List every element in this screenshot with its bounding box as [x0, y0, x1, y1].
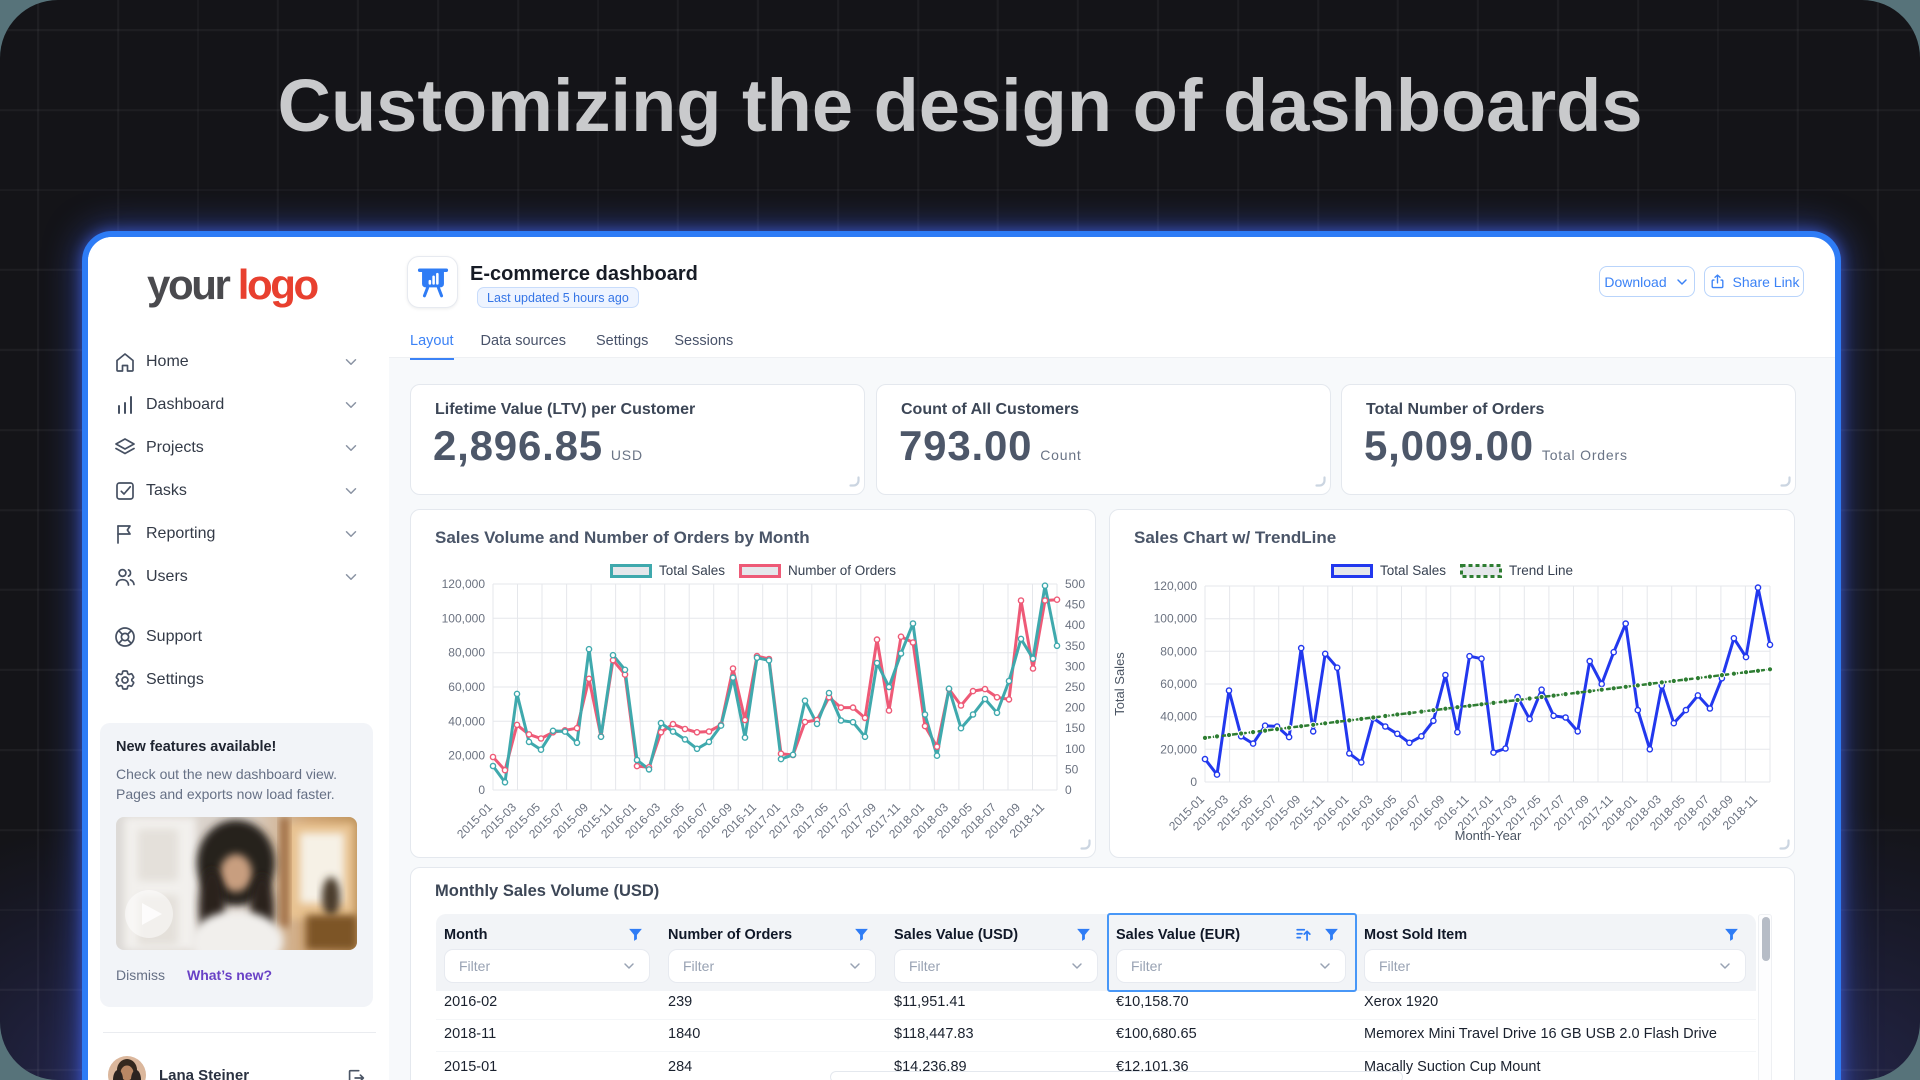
svg-text:350: 350	[1065, 639, 1085, 653]
svg-text:40,000: 40,000	[1160, 710, 1197, 724]
svg-text:20,000: 20,000	[448, 749, 485, 763]
svg-text:40,000: 40,000	[448, 714, 485, 728]
svg-text:60,000: 60,000	[1160, 677, 1197, 691]
svg-text:100,000: 100,000	[1154, 612, 1198, 626]
svg-text:150: 150	[1065, 721, 1085, 735]
svg-text:500: 500	[1065, 577, 1085, 591]
svg-text:450: 450	[1065, 598, 1085, 612]
svg-text:100: 100	[1065, 742, 1085, 756]
svg-text:60,000: 60,000	[448, 680, 485, 694]
svg-text:0: 0	[478, 783, 485, 797]
svg-text:120,000: 120,000	[442, 577, 486, 591]
svg-text:80,000: 80,000	[448, 646, 485, 660]
svg-text:Month-Year: Month-Year	[1455, 828, 1522, 843]
svg-text:20,000: 20,000	[1160, 742, 1197, 756]
svg-text:250: 250	[1065, 680, 1085, 694]
svg-text:200: 200	[1065, 701, 1085, 715]
svg-text:50: 50	[1065, 762, 1079, 776]
svg-text:100,000: 100,000	[442, 611, 486, 625]
svg-text:Total Sales: Total Sales	[1112, 652, 1127, 716]
svg-text:0: 0	[1190, 775, 1197, 789]
svg-text:300: 300	[1065, 659, 1085, 673]
svg-text:400: 400	[1065, 618, 1085, 632]
svg-text:0: 0	[1065, 783, 1072, 797]
svg-text:120,000: 120,000	[1154, 579, 1198, 593]
svg-text:80,000: 80,000	[1160, 644, 1197, 658]
